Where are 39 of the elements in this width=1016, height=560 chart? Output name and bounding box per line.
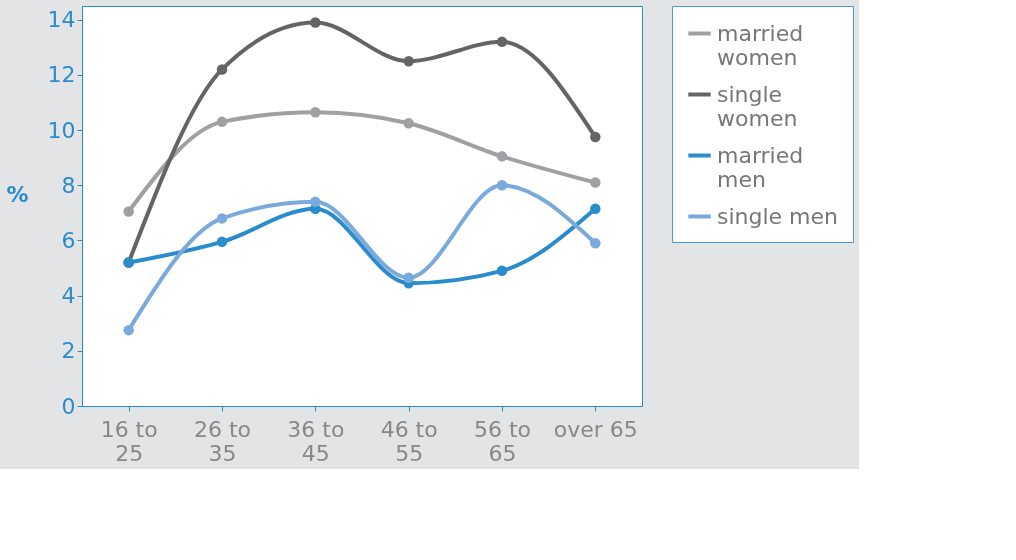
point (496, 180, 508, 191)
point (590, 238, 601, 249)
legend-label: single women (717, 81, 798, 131)
y-tick-label: 10 (47, 117, 76, 143)
point (123, 206, 134, 217)
legend-label: married women (717, 20, 804, 70)
point (216, 236, 228, 248)
y-tick-label: 4 (61, 283, 76, 309)
y-tick-label: 12 (47, 62, 76, 88)
x-tick-label: 56 to 65 (473, 416, 532, 466)
point (310, 106, 321, 118)
x-tick-label: 26 to 35 (193, 416, 252, 466)
point (216, 116, 228, 128)
point (590, 177, 601, 188)
x-tick-label: 16 to 25 (100, 416, 158, 466)
point (590, 203, 601, 214)
point (403, 55, 414, 67)
y-tick-label: 8 (61, 172, 76, 198)
point (496, 151, 508, 162)
point (496, 265, 508, 277)
y-tick-label: 6 (61, 227, 76, 253)
y-axis-title: % (6, 181, 29, 207)
y-tick-label: 0 (61, 393, 76, 419)
point (403, 118, 414, 129)
legend-label: married men (717, 142, 804, 192)
point (590, 131, 601, 143)
point (496, 36, 508, 48)
x-tick-label: 36 to 45 (287, 416, 345, 466)
legend-label: single men (717, 203, 839, 229)
point (403, 272, 414, 283)
y-tick-label: 14 (47, 7, 76, 33)
point (310, 17, 321, 28)
point (310, 196, 321, 208)
point (216, 64, 228, 75)
point (216, 213, 228, 224)
y-tick-label: 2 (61, 338, 76, 364)
x-tick-label: over 65 (553, 416, 638, 442)
x-tick-label: 46 to 55 (380, 416, 438, 466)
point (123, 324, 134, 336)
